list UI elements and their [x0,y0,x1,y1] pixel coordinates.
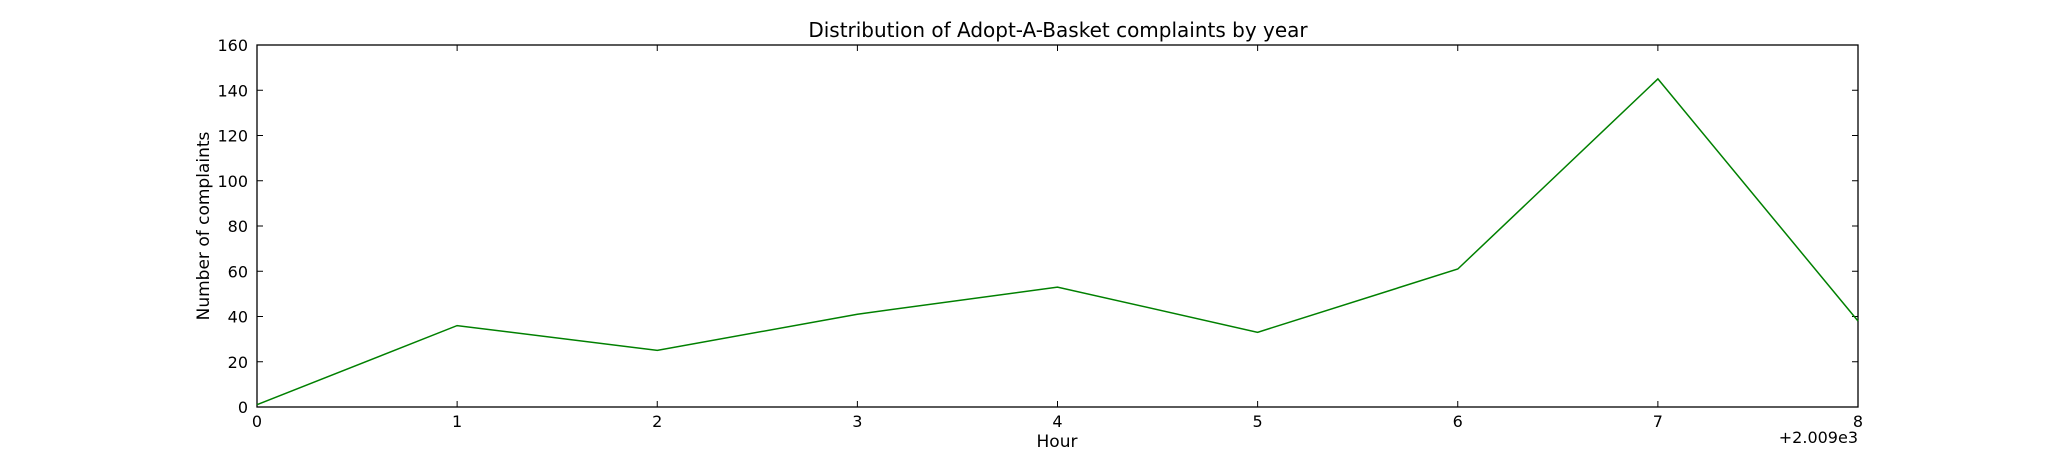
x-axis: 0 1 2 3 4 5 6 7 8 [252,45,1863,431]
x-tick-label: 8 [1853,412,1863,431]
x-tick-label: 4 [1052,412,1062,431]
y-axis: 0 20 40 60 80 100 120 140 160 [217,36,1858,417]
y-axis-label: Number of complaints [194,131,214,320]
x-tick-label: 6 [1453,412,1463,431]
y-tick-label: 80 [228,217,248,236]
x-tick-label: 1 [452,412,462,431]
x-tick-label: 0 [252,412,262,431]
chart-title: Distribution of Adopt-A-Basket complaint… [808,18,1308,42]
y-tick-label: 120 [217,127,248,146]
plot-frame [256,44,1859,408]
x-offset-label: +2.009e3 [1779,428,1858,447]
x-tick-label: 2 [652,412,662,431]
y-tick-label: 20 [228,353,248,372]
x-tick-label: 3 [852,412,862,431]
x-tick-label: 5 [1253,412,1263,431]
y-tick-label: 100 [217,172,248,191]
series-line [256,77,1859,406]
x-axis-label: Hour [1037,432,1078,450]
x-tick-label: 7 [1653,412,1663,431]
y-tick-label: 60 [228,262,248,281]
y-tick-label: 40 [228,308,248,327]
y-tick-label: 160 [217,36,248,55]
y-tick-label: 140 [217,81,248,100]
plot-area [256,44,1859,408]
y-tick-label: 0 [238,398,248,417]
series-layer [256,77,1859,406]
